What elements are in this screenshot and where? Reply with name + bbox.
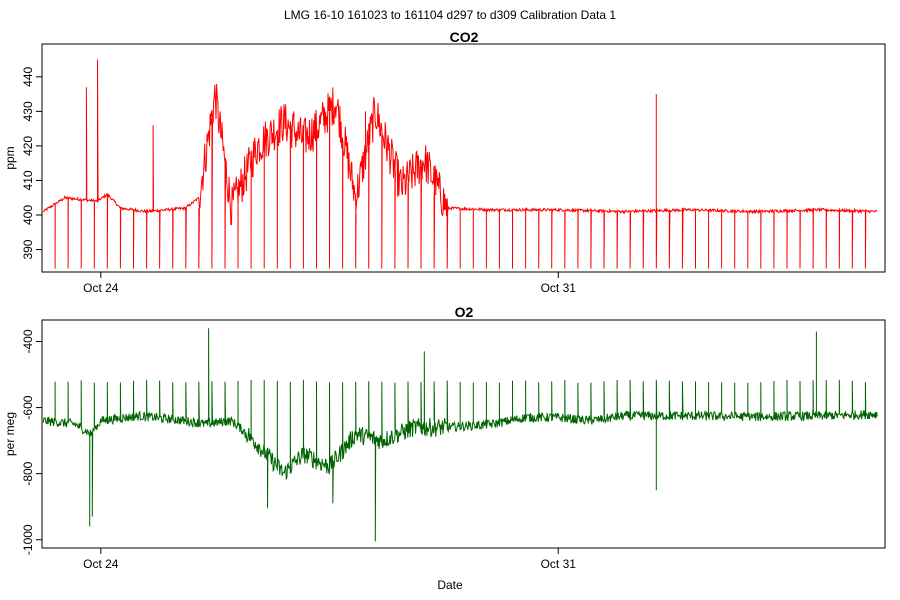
o2-panel-title: O2 bbox=[455, 304, 474, 320]
x-axis-label: Date bbox=[437, 578, 463, 592]
co2-y-tick-label: 410 bbox=[21, 170, 35, 190]
figure-title: LMG 16-10 161023 to 161104 d297 to d309 … bbox=[284, 8, 616, 22]
co2-y-tick-label: 430 bbox=[21, 101, 35, 121]
o2-y-tick-label: -400 bbox=[21, 329, 35, 353]
co2-y-tick-label: 400 bbox=[21, 205, 35, 225]
co2-y-tick-label: 420 bbox=[21, 136, 35, 156]
o2-plot-frame bbox=[41, 319, 886, 549]
co2-series-line bbox=[42, 59, 878, 269]
o2-y-axis: -1000 -800 -600 -400 bbox=[21, 329, 42, 555]
o2-x-tick-label: Oct 24 bbox=[83, 557, 119, 571]
o2-y-tick-label: -800 bbox=[21, 461, 35, 485]
o2-x-tick-label: Oct 31 bbox=[541, 557, 577, 571]
o2-y-tick-label: -1000 bbox=[21, 524, 35, 555]
o2-y-axis-label: per meg bbox=[3, 412, 17, 456]
co2-y-axis: 390 400 410 420 430 440 bbox=[21, 66, 42, 260]
o2-series-line bbox=[42, 328, 878, 542]
co2-x-tick-label: Oct 24 bbox=[83, 281, 119, 295]
co2-plot-frame bbox=[41, 43, 886, 273]
co2-y-axis-label: ppm bbox=[3, 146, 17, 169]
co2-x-axis: Oct 24 Oct 31 bbox=[83, 272, 576, 295]
co2-y-tick-label: 390 bbox=[21, 239, 35, 259]
co2-panel-title: CO2 bbox=[450, 29, 479, 45]
co2-y-tick-label: 440 bbox=[21, 66, 35, 86]
co2-x-tick-label: Oct 31 bbox=[541, 281, 577, 295]
o2-y-tick-label: -600 bbox=[21, 395, 35, 419]
co2-panel: CO2 390 400 410 420 430 440 Oct 24 Oct 31 ppm bbox=[3, 29, 886, 295]
o2-x-axis: Oct 24 Oct 31 bbox=[83, 548, 576, 571]
o2-panel: O2 -1000 -800 -600 -400 Oct 24 Oct 31 per me… bbox=[3, 304, 886, 571]
